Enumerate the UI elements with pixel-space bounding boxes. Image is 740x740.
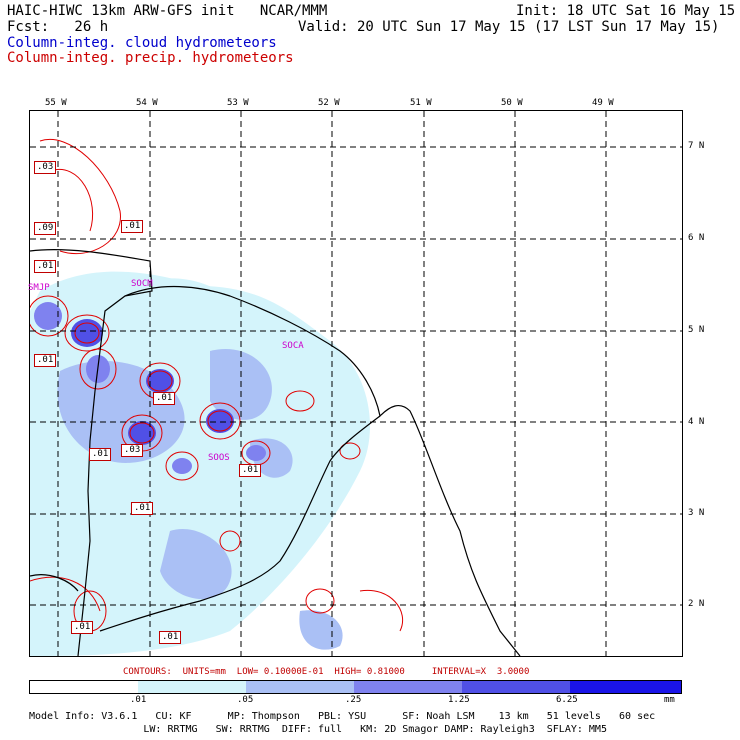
contour-label: .01 <box>153 392 176 405</box>
model-title: HAIC-HIWC 13km ARW-GFS init NCAR/MMM <box>7 3 328 19</box>
lat-label: 6 N <box>688 233 705 243</box>
lon-label: 54 W <box>136 98 158 108</box>
lat-lon-grid <box>30 111 682 656</box>
contour-label: .01 <box>89 448 112 461</box>
boundaries <box>30 249 521 656</box>
colorbar-tick-label: .25 <box>345 695 362 705</box>
contour-label: .01 <box>239 464 262 477</box>
color-bin <box>246 681 354 693</box>
color-bin <box>138 681 246 693</box>
lat-label: 3 N <box>688 508 705 518</box>
lat-label: 2 N <box>688 599 705 609</box>
color-bin <box>462 681 570 693</box>
lon-label: 50 W <box>501 98 523 108</box>
color-bin <box>570 681 681 693</box>
lon-label: 49 W <box>592 98 614 108</box>
field-precip-label: Column-integ. precip. hydrometeors <box>7 50 294 66</box>
contour-label: .09 <box>34 222 57 235</box>
colorbar-unit: mm <box>664 695 675 705</box>
contour-label: .01 <box>131 502 154 515</box>
colorbar-tick-label: .01 <box>130 695 147 705</box>
map-canvas <box>30 111 682 656</box>
valid-time: Valid: 20 UTC Sun 17 May 15 (17 LST Sun … <box>298 19 720 35</box>
lon-label: 52 W <box>318 98 340 108</box>
lon-label: 55 W <box>45 98 67 108</box>
color-bin <box>354 681 462 693</box>
model-info-line2: LW: RRTMG SW: RRTMG DIFF: full KM: 2D Sm… <box>29 724 607 735</box>
lon-label: 51 W <box>410 98 432 108</box>
colorbar-tick-label: .05 <box>237 695 254 705</box>
lat-label: 5 N <box>688 325 705 335</box>
colorbar-tick-label: 1.25 <box>448 695 470 705</box>
lat-label: 4 N <box>688 417 705 427</box>
station-label: SOCM <box>131 279 153 289</box>
forecast-hour: Fcst: 26 h <box>7 19 109 35</box>
contour-label: .01 <box>34 260 57 273</box>
color-scale-bar <box>29 680 682 694</box>
contour-label: .03 <box>34 161 57 174</box>
contour-label: .01 <box>159 631 182 644</box>
contour-label: .01 <box>71 621 94 634</box>
field-cloud-label: Column-integ. cloud hydrometeors <box>7 35 277 51</box>
station-label: SMJP <box>28 283 50 293</box>
contour-label: .03 <box>121 444 144 457</box>
colorbar-tick-label: 6.25 <box>556 695 578 705</box>
station-label: SOOS <box>208 453 230 463</box>
init-time: Init: 18 UTC Sat 16 May 15 <box>516 3 736 19</box>
contours-info: CONTOURS: UNITS=mm LOW= 0.10000E-01 HIGH… <box>123 667 530 677</box>
precip-contours <box>30 139 404 632</box>
station-label: SOCA <box>282 341 304 351</box>
lat-label: 7 N <box>688 141 705 151</box>
contour-label: .01 <box>121 220 144 233</box>
color-bin <box>30 681 138 693</box>
model-info-line1: Model Info: V3.6.1 CU: KF MP: Thompson P… <box>29 711 656 722</box>
contour-label: .01 <box>34 354 57 367</box>
map-panel <box>29 110 683 657</box>
lon-label: 53 W <box>227 98 249 108</box>
